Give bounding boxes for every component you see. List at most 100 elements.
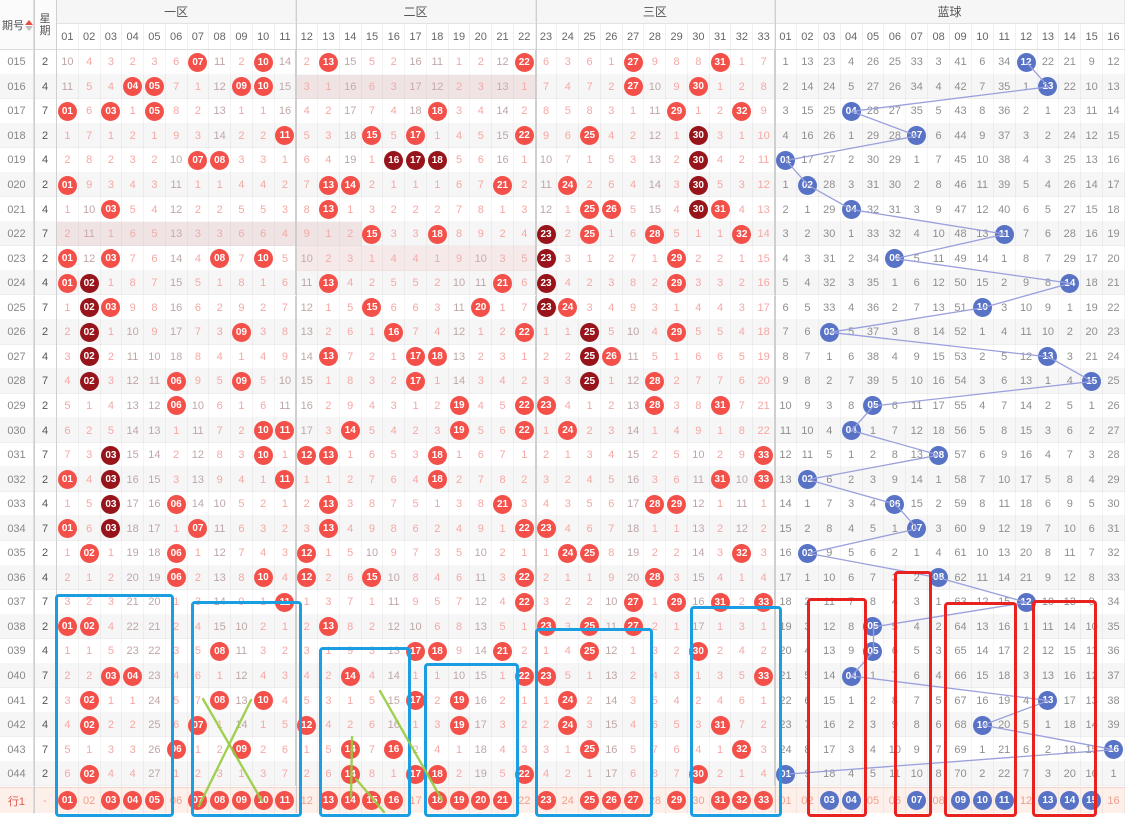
red-ball: 08 (210, 150, 230, 170)
footer-red-number[interactable]: 22 (518, 794, 531, 807)
footer-red-cell[interactable]: 04 (122, 787, 145, 814)
footer-red-cell[interactable]: 19 (449, 787, 471, 814)
footer-blue-ball[interactable]: 13 (1038, 791, 1058, 810)
footer-blue-cell[interactable]: 01 (775, 787, 797, 814)
footer-blue-cell[interactable]: 10 (972, 787, 994, 814)
miss-count: 3 (1044, 154, 1051, 167)
blue-cell: 10 (1081, 74, 1104, 100)
footer-red-cell[interactable]: 13 (318, 787, 340, 814)
footer-red-number[interactable]: 12 (300, 794, 313, 807)
blue-cell: 2 (994, 270, 1016, 296)
red-cell: 31 (710, 467, 732, 492)
miss-count: 11 (1085, 105, 1098, 118)
weekday-value: 7 (34, 737, 57, 762)
red-ball: 22 (514, 52, 534, 72)
footer-blue-cell[interactable]: 04 (841, 787, 863, 814)
footer-blue-cell[interactable]: 13 (1038, 787, 1060, 814)
footer-red-ball[interactable]: 13 (318, 791, 338, 810)
sort-icon[interactable] (25, 19, 33, 31)
footer-red-cell[interactable]: 32 (731, 787, 754, 814)
red-cell: 1 (579, 761, 601, 787)
footer-red-ball[interactable]: 27 (623, 791, 643, 810)
miss-count: 8 (477, 498, 484, 511)
miss-count: 14 (452, 375, 466, 388)
footer-red-cell[interactable]: 30 (688, 787, 710, 814)
blue-ball: 07 (907, 126, 927, 146)
blue-cell: 14 (797, 74, 819, 100)
footer-blue-cell[interactable]: 08 (928, 787, 951, 814)
footer-blue-ball[interactable]: 07 (907, 791, 927, 810)
footer-red-cell[interactable]: 11 (275, 787, 297, 814)
footer-red-cell[interactable]: 12 (296, 787, 319, 814)
red-ball: 03 (101, 666, 121, 686)
footer-red-cell[interactable]: 29 (666, 787, 688, 814)
red-cell: 3 (536, 590, 558, 615)
footer-blue-cell[interactable]: 16 (1103, 787, 1125, 814)
footer-blue-number[interactable]: 05 (866, 794, 880, 807)
footer-blue-number[interactable]: 08 (932, 794, 945, 807)
footer-red-cell[interactable]: 05 (144, 787, 166, 814)
footer-red-ball[interactable]: 25 (580, 791, 600, 810)
blue-cell: 13 (928, 295, 951, 321)
footer-red-ball[interactable]: 31 (710, 791, 730, 810)
footer-red-ball[interactable]: 33 (754, 791, 774, 810)
miss-count: 2 (455, 80, 463, 93)
footer-red-ball[interactable]: 23 (536, 791, 556, 810)
footer-blue-number[interactable]: 01 (779, 794, 792, 807)
footer-blue-cell[interactable]: 14 (1059, 787, 1082, 814)
footer-blue-number[interactable]: 12 (1019, 794, 1033, 807)
footer-blue-ball[interactable]: 09 (950, 791, 970, 810)
footer-blue-ball[interactable]: 10 (972, 791, 992, 810)
footer-blue-ball[interactable]: 04 (841, 791, 861, 810)
footer-red-cell[interactable]: 27 (623, 787, 645, 814)
footer-red-cell[interactable]: 33 (753, 787, 775, 814)
footer-red-number[interactable]: 24 (561, 794, 574, 807)
footer-blue-cell[interactable]: 05 (863, 787, 885, 814)
footer-red-ball[interactable]: 26 (601, 791, 621, 810)
miss-count: 7 (673, 768, 680, 781)
footer-blue-number[interactable]: 16 (1107, 794, 1120, 807)
red-cell: 1 (623, 99, 645, 124)
blue-cell: 8 (994, 418, 1016, 443)
footer-blue-ball[interactable]: 14 (1060, 791, 1080, 810)
blue-ball: 04 (841, 101, 861, 121)
footer-red-cell[interactable]: 25 (579, 787, 601, 814)
footer-red-cell[interactable]: 23 (536, 787, 558, 814)
footer-blue-cell[interactable]: 09 (950, 787, 972, 814)
footer-red-cell[interactable]: 03 (101, 787, 123, 814)
footer-red-cell[interactable]: 21 (492, 787, 514, 814)
footer-blue-cell[interactable]: 12 (1016, 787, 1038, 814)
footer-red-ball[interactable]: 03 (101, 791, 121, 810)
footer-blue-ball[interactable]: 03 (819, 791, 839, 810)
blue-cell: 11 (1016, 320, 1038, 345)
footer-red-ball[interactable]: 20 (471, 791, 491, 810)
footer-red-ball[interactable]: 01 (57, 791, 77, 810)
footer-red-cell[interactable]: 24 (557, 787, 580, 814)
footer-red-cell[interactable]: 26 (601, 787, 623, 814)
footer-blue-cell[interactable]: 03 (819, 787, 841, 814)
red-cell: 1 (753, 688, 775, 713)
weekday-value: 2 (34, 320, 57, 345)
footer-red-cell[interactable]: 31 (710, 787, 732, 814)
footer-red-ball[interactable]: 19 (449, 791, 469, 810)
footer-red-ball[interactable]: 21 (493, 791, 513, 810)
miss-count: 4 (869, 743, 877, 756)
footer-red-number[interactable]: 30 (692, 794, 705, 807)
footer-red-cell[interactable]: 02 (79, 787, 101, 814)
footer-red-ball[interactable]: 29 (667, 791, 687, 810)
blue-cell: 28 (1059, 221, 1082, 247)
footer-blue-cell[interactable]: 07 (906, 787, 929, 814)
footer-red-ball[interactable]: 32 (732, 791, 752, 810)
footer-red-number[interactable]: 02 (83, 794, 96, 807)
footer-red-ball[interactable]: 04 (123, 791, 143, 810)
miss-count: 8 (281, 326, 289, 339)
footer-red-cell[interactable]: 01 (57, 787, 79, 814)
red-ball: 13 (318, 519, 338, 539)
footer-red-ball[interactable]: 05 (144, 791, 164, 810)
miss-count: 8 (804, 375, 811, 388)
footer-red-number[interactable]: 17 (409, 794, 422, 807)
footer-red-ball[interactable]: 11 (275, 791, 295, 810)
footer-red-cell[interactable]: 20 (470, 787, 493, 814)
footer-blue-ball[interactable]: 11 (994, 791, 1014, 810)
issue-number-header[interactable]: 期号 (0, 0, 34, 50)
